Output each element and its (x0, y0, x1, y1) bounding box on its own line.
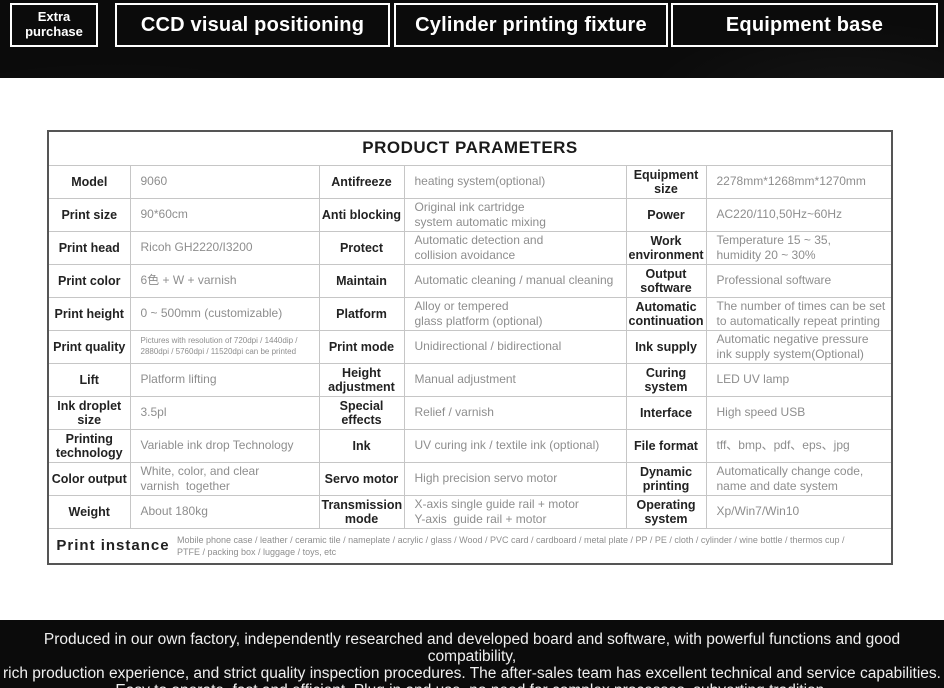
product-parameters-table: PRODUCT PARAMETERS Model 9060 Antifreeze… (47, 130, 894, 565)
bottom-note-line: Easy to operate, fast and efficient. Plu… (0, 682, 944, 688)
param-value: 6色 + W + varnish (129, 263, 320, 298)
top-box-label: Equipment base (725, 13, 884, 36)
table-row: Model 9060 Antifreeze heating system(opt… (47, 164, 893, 199)
bottom-note-line: Produced in our own factory, independent… (43, 631, 901, 666)
param-value: About 180kg (129, 494, 320, 529)
param-label: Ink supply (625, 329, 707, 364)
param-value: Automatically change code, name and date… (705, 461, 893, 496)
table-title: PRODUCT PARAMETERS (47, 130, 893, 166)
table-row: Lift Platform lifting Height adjustment … (47, 362, 893, 397)
param-value: tff、bmp、pdf、eps、jpg (705, 428, 893, 463)
table-row: Print height 0 ~ 500mm (customizable) Pl… (47, 296, 893, 331)
param-value: Alloy or tempered glass platform (option… (403, 296, 627, 331)
param-value: Platform lifting (129, 362, 320, 397)
param-label: Automatic continuation (625, 296, 707, 331)
param-value: Manual adjustment (403, 362, 627, 397)
top-box-cylinder-printing-fixture: Cylinder printing fixture (394, 3, 668, 47)
param-label: Servo motor (318, 461, 405, 496)
param-value: heating system(optional) (403, 164, 627, 199)
param-value: AC220/110,50Hz~60Hz (705, 197, 893, 232)
param-value: Professional software (705, 263, 893, 298)
table-row: Print quality Pictures with resolution o… (47, 329, 893, 364)
param-label: Print mode (318, 329, 405, 364)
param-value: LED UV lamp (705, 362, 893, 397)
param-value: Variable ink drop Technology (129, 428, 320, 463)
param-value: UV curing ink / textile ink (optional) (403, 428, 627, 463)
param-label: Power (625, 197, 707, 232)
param-label: Anti blocking (318, 197, 405, 232)
param-label: Dynamic printing (625, 461, 707, 496)
param-label: Maintain (318, 263, 405, 298)
param-value: 3.5pl (129, 395, 320, 430)
table-row: Weight About 180kg Transmission mode X-a… (47, 494, 893, 529)
param-label: Ink droplet size (47, 395, 131, 430)
param-label: Interface (625, 395, 707, 430)
param-value: The number of times can be set to automa… (705, 296, 893, 331)
param-label: Model (47, 164, 131, 199)
param-value: Unidirectional / bidirectional (403, 329, 627, 364)
param-label: Curing system (625, 362, 707, 397)
bottom-note-line: rich production experience, and strict q… (3, 665, 941, 683)
param-value: Temperature 15 ~ 35, humidity 20 ~ 30% (705, 230, 893, 265)
param-label: Lift (47, 362, 131, 397)
param-label: Ink (318, 428, 405, 463)
param-value: X-axis single guide rail + motor Y-axis … (403, 494, 627, 529)
param-label: Weight (47, 494, 131, 529)
param-label: Protect (318, 230, 405, 265)
top-box-extra-purchase: Extra purchase (10, 3, 98, 47)
param-label: Printing technology (47, 428, 131, 463)
print-instance-row: Print instance Mobile phone case / leath… (49, 529, 891, 563)
param-label: Output software (625, 263, 707, 298)
param-label: Print size (47, 197, 131, 232)
param-value: 2278mm*1268mm*1270mm (705, 164, 893, 199)
param-value: Mobile phone case / leather / ceramic ti… (177, 534, 845, 557)
param-label: Print quality (47, 329, 131, 364)
table-row-print-instance: Print instance Mobile phone case / leath… (47, 527, 893, 565)
top-box-label: CCD visual positioning (140, 13, 365, 36)
param-label: Operating system (625, 494, 707, 529)
param-value: 9060 (129, 164, 320, 199)
param-label: Print height (47, 296, 131, 331)
top-box-equipment-base: Equipment base (671, 3, 938, 47)
table-title-row: PRODUCT PARAMETERS (47, 130, 893, 166)
top-box-label: Extra purchase (25, 9, 83, 39)
table-row: Ink droplet size 3.5pl Special effects R… (47, 395, 893, 430)
param-value: Automatic cleaning / manual cleaning (403, 263, 627, 298)
content-panel: PRODUCT PARAMETERS Model 9060 Antifreeze… (0, 78, 944, 620)
param-label: Print head (47, 230, 131, 265)
top-box-label: Cylinder printing fixture (415, 13, 647, 36)
param-value: High precision servo motor (403, 461, 627, 496)
table-row: Printing technology Variable ink drop Te… (47, 428, 893, 463)
top-box-ccd-visual-positioning: CCD visual positioning (115, 3, 390, 47)
param-value: 0 ~ 500mm (customizable) (129, 296, 320, 331)
param-label: Print color (47, 263, 131, 298)
param-label: Antifreeze (318, 164, 405, 199)
param-label: Platform (318, 296, 405, 331)
table-row: Print head Ricoh GH2220/I3200 Protect Au… (47, 230, 893, 265)
param-value: Original ink cartridge system automatic … (403, 197, 627, 232)
param-label: Color output (47, 461, 131, 496)
param-value: High speed USB (705, 395, 893, 430)
param-value: Xp/Win7/Win10 (705, 494, 893, 529)
param-label: Transmission mode (318, 494, 405, 529)
param-value: Ricoh GH2220/I3200 (129, 230, 320, 265)
bottom-note: Produced in our own factory, independent… (0, 620, 944, 688)
param-value: White, color, and clear varnish together (129, 461, 320, 496)
param-label: Work environment (625, 230, 707, 265)
param-value: 90*60cm (129, 197, 320, 232)
param-label: File format (625, 428, 707, 463)
param-label: Equipment size (625, 164, 707, 199)
param-value: Automatic negative pressure ink supply s… (705, 329, 893, 364)
param-value: Pictures with resolution of 720dpi / 144… (129, 329, 320, 364)
table-row: Color output White, color, and clear var… (47, 461, 893, 496)
param-label: Print instance (56, 537, 170, 555)
param-value: Relief / varnish (403, 395, 627, 430)
table-row: Print color 6色 + W + varnish Maintain Au… (47, 263, 893, 298)
param-label: Special effects (318, 395, 405, 430)
param-label: Height adjustment (318, 362, 405, 397)
table-row: Print size 90*60cm Anti blocking Origina… (47, 197, 893, 232)
param-value: Automatic detection and collision avoida… (403, 230, 627, 265)
